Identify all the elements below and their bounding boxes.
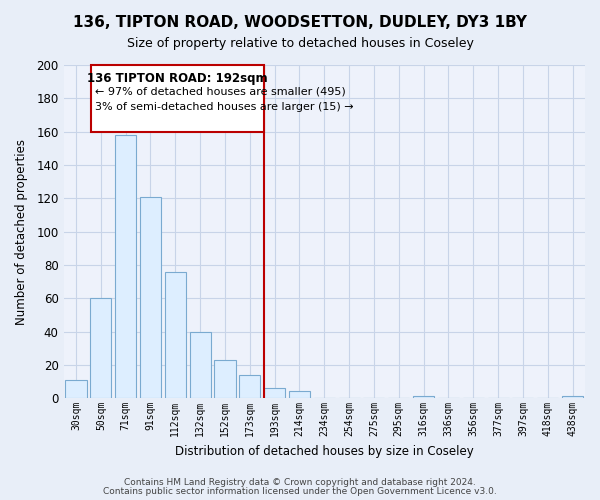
Bar [115,135,136,398]
Text: Contains HM Land Registry data © Crown copyright and database right 2024.: Contains HM Land Registry data © Crown c… [124,478,476,487]
Text: 136, TIPTON ROAD, WOODSETTON, DUDLEY, DY3 1BY: 136, TIPTON ROAD, WOODSETTON, DUDLEY, DY… [73,15,527,30]
Bar [165,272,186,398]
Bar [562,396,583,398]
Bar [289,392,310,398]
Text: 136 TIPTON ROAD: 192sqm: 136 TIPTON ROAD: 192sqm [87,72,268,85]
Bar [65,380,86,398]
Bar [190,332,211,398]
Text: ← 97% of detached houses are smaller (495): ← 97% of detached houses are smaller (49… [95,86,346,97]
Bar [140,196,161,398]
Bar [264,388,285,398]
Text: Contains public sector information licensed under the Open Government Licence v3: Contains public sector information licen… [103,487,497,496]
Bar [239,375,260,398]
Text: Size of property relative to detached houses in Coseley: Size of property relative to detached ho… [127,38,473,51]
Bar [413,396,434,398]
Bar [214,360,236,398]
Bar [90,298,112,398]
Text: 3% of semi-detached houses are larger (15) →: 3% of semi-detached houses are larger (1… [95,102,353,112]
X-axis label: Distribution of detached houses by size in Coseley: Distribution of detached houses by size … [175,444,473,458]
Bar [91,65,264,132]
Y-axis label: Number of detached properties: Number of detached properties [15,138,28,324]
